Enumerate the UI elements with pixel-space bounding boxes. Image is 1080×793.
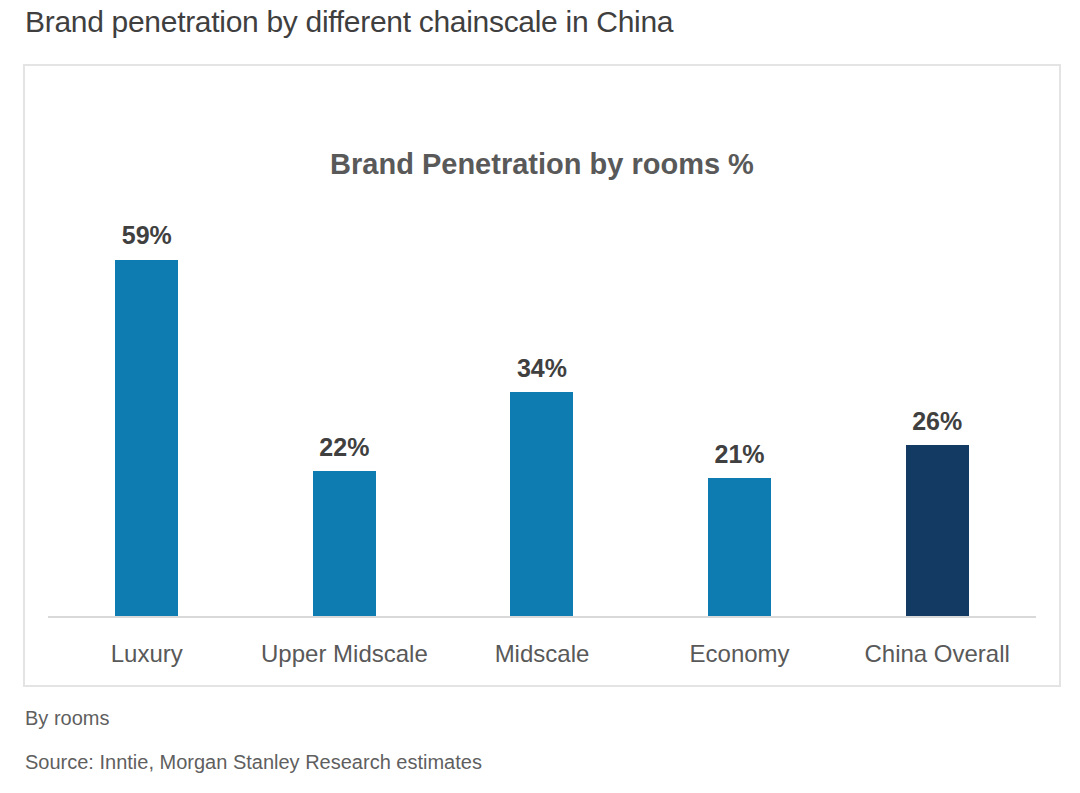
- bar-slot-economy: 21%: [641, 222, 839, 616]
- bar-value-label-luxury: 59%: [122, 222, 172, 250]
- bar-economy: [708, 478, 771, 616]
- plot-area: 59% 22% 34% 21% 26%: [48, 222, 1036, 618]
- bar-value-label-china-overall: 26%: [912, 408, 962, 436]
- bar-slot-midscale: 34%: [443, 222, 641, 616]
- chart-title: Brand Penetration by rooms %: [25, 148, 1059, 181]
- x-axis-label-luxury: Luxury: [48, 640, 246, 668]
- chart-card: Brand Penetration by rooms % 59% 22% 34% 21…: [23, 64, 1061, 687]
- x-axis: LuxuryUpper MidscaleMidscaleEconomyChina…: [48, 640, 1036, 668]
- bar-value-label-midscale: 34%: [517, 355, 567, 383]
- page-title: Brand penetration by different chainscal…: [25, 5, 673, 39]
- bar-upper-midscale: [313, 471, 376, 616]
- x-axis-label-upper-midscale: Upper Midscale: [246, 640, 444, 668]
- bar-slot-china-overall: 26%: [838, 222, 1036, 616]
- bar-value-label-economy: 21%: [715, 441, 765, 469]
- bar-china-overall: [906, 445, 969, 616]
- bar-midscale: [510, 392, 573, 616]
- x-axis-label-china-overall: China Overall: [838, 640, 1036, 668]
- source-attribution: Source: Inntie, Morgan Stanley Research …: [25, 751, 482, 774]
- bar-value-label-upper-midscale: 22%: [319, 434, 369, 462]
- x-axis-label-midscale: Midscale: [443, 640, 641, 668]
- bar-slot-luxury: 59%: [48, 222, 246, 616]
- chart-footnote: By rooms: [25, 707, 109, 730]
- x-axis-label-economy: Economy: [641, 640, 839, 668]
- bar-slot-upper-midscale: 22%: [246, 222, 444, 616]
- bar-luxury: [115, 260, 178, 617]
